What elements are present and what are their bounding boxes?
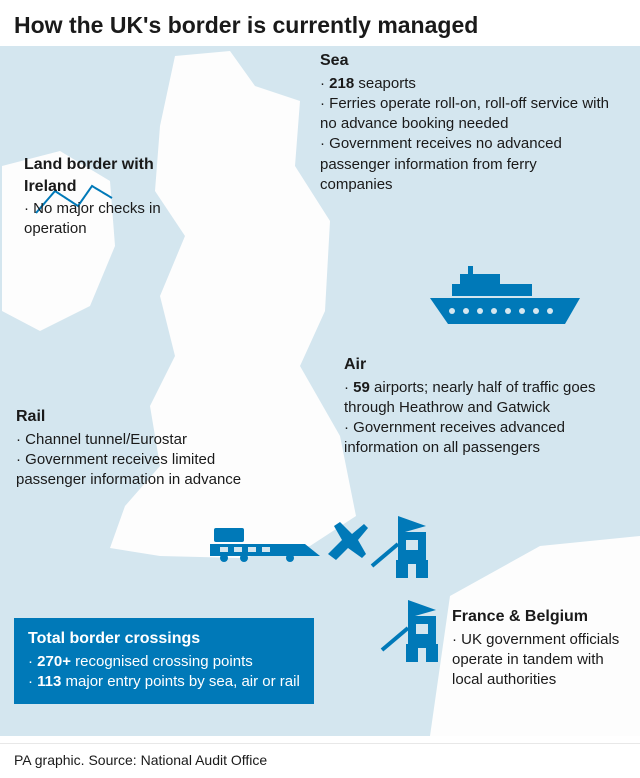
border-tower-icon [370,516,428,578]
air-bullet-1: · Government receives advanced informati… [344,418,624,459]
ireland-bullet-0: · No major checks in operation [24,199,174,240]
sea-heading: Sea [320,50,610,72]
air-heading: Air [344,354,624,376]
totals-bullet-1: · 113 major entry points by sea, air or … [28,672,300,692]
train-icon [210,526,320,562]
sea-bullet-0: · 218 seaports [320,74,610,94]
sea-bullet-2: · Government receives no advanced passen… [320,134,610,195]
air-bullet-0: · 59 airports; nearly half of traffic go… [344,378,624,419]
section-rail: Rail · Channel tunnel/Eurostar · Governm… [16,406,256,490]
ship-icon [430,266,580,328]
map-background: Sea · 218 seaports · Ferries operate rol… [0,46,640,736]
page-title: How the UK's border is currently managed [0,0,640,47]
plane-icon [322,518,372,560]
border-tower-icon [380,600,438,662]
section-france-belgium: France & Belgium · UK government officia… [452,606,632,690]
totals-box: Total border crossings · 270+ recognised… [14,618,314,704]
rail-bullet-1: · Government receives limited passenger … [16,450,256,491]
totals-bullet-0: · 270+ recognised crossing points [28,652,300,672]
ireland-heading: Land border with Ireland [24,154,174,197]
rail-bullet-0: · Channel tunnel/Eurostar [16,430,256,450]
sea-bullet-1: · Ferries operate roll-on, roll-off serv… [320,94,610,135]
fb-bullet-0: · UK government officials operate in tan… [452,630,632,691]
section-sea: Sea · 218 seaports · Ferries operate rol… [320,50,610,195]
rail-heading: Rail [16,406,256,428]
footer-caption: PA graphic. Source: National Audit Offic… [0,743,640,778]
section-ireland: Land border with Ireland · No major chec… [24,154,174,240]
fb-heading: France & Belgium [452,606,632,628]
totals-heading: Total border crossings [28,628,300,650]
section-air: Air · 59 airports; nearly half of traffi… [344,354,624,459]
